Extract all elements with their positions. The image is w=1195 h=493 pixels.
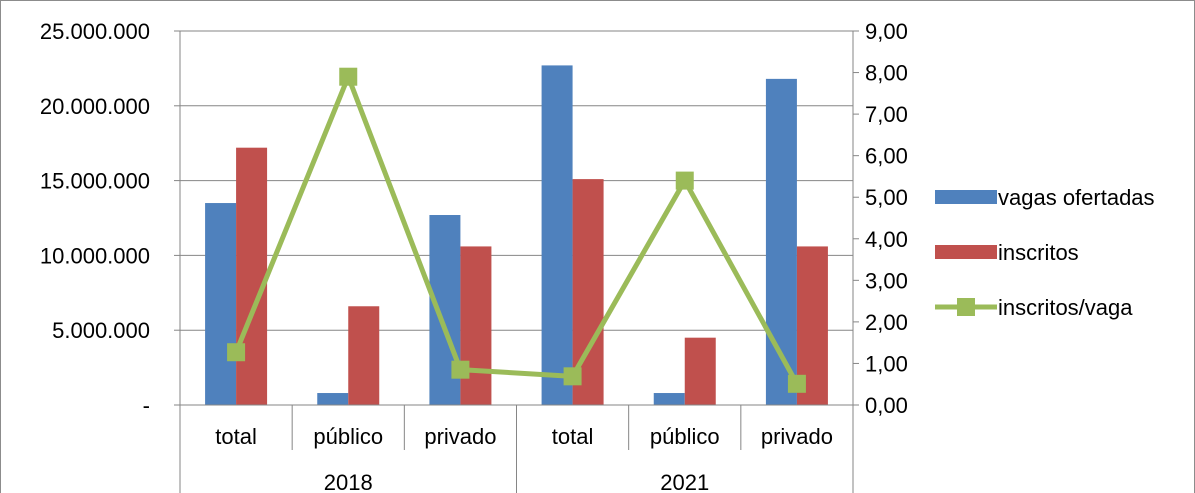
line-marker-5	[787, 374, 806, 393]
group-label: 2021	[660, 470, 709, 493]
legend-label: vagas ofertadas	[998, 185, 1155, 210]
legend-label: inscritos/vaga	[998, 295, 1133, 320]
bar-series	[205, 65, 828, 406]
gridlines	[180, 30, 853, 331]
left-tick-label: 25.000.000	[40, 19, 150, 44]
bar-vagas-ofertadas-4	[653, 393, 685, 405]
line-marker-0	[227, 343, 246, 362]
left-tick-label: -	[143, 393, 150, 418]
right-tick-label: 6,00	[865, 144, 908, 169]
left-tick-label: 5.000.000	[52, 318, 150, 343]
bar-vagas-ofertadas-0	[205, 203, 237, 405]
line-marker-1	[339, 67, 358, 86]
right-tick-label: 5,00	[865, 185, 908, 210]
left-tick-label: 10.000.000	[40, 243, 150, 268]
line-marker-2	[451, 360, 470, 379]
legend-marker	[957, 298, 975, 316]
bar-inscritos-1	[348, 306, 380, 405]
category-label: público	[650, 424, 720, 449]
right-tick-label: 9,00	[865, 19, 908, 44]
right-axis-tick-labels: 0,00 1,00 2,00 3,00 4,00 5,00 6,00 7,00 8,00 9,00	[865, 19, 908, 418]
bar-inscritos-4	[684, 337, 716, 405]
axes	[174, 30, 859, 493]
category-label: privado	[424, 424, 496, 449]
x-axis-group-labels: 2018 2021	[324, 470, 709, 493]
line-inscritos-vaga	[233, 74, 800, 386]
right-tick-label: 1,00	[865, 351, 908, 376]
right-tick-label: 7,00	[865, 102, 908, 127]
group-label: 2018	[324, 470, 373, 493]
line-series	[227, 67, 806, 393]
x-axis-category-labels: total público privado total público privado	[215, 424, 833, 449]
bar-inscritos-0	[236, 147, 268, 406]
bar-vagas-ofertadas-3	[541, 65, 573, 406]
right-tick-label: 4,00	[865, 227, 908, 252]
left-tick-label: 15.000.000	[40, 169, 150, 194]
category-label: público	[313, 424, 383, 449]
left-tick-label: 20.000.000	[40, 94, 150, 119]
bar-inscritos-2	[460, 246, 492, 405]
left-axis-tick-labels: - 5.000.000 10.000.000 15.000.000 20.000.000…	[40, 19, 150, 418]
legend-swatch	[935, 245, 997, 259]
legend-swatch	[935, 190, 997, 204]
line-marker-3	[563, 367, 582, 386]
bar-vagas-ofertadas-1	[317, 393, 349, 405]
right-tick-label: 8,00	[865, 61, 908, 86]
right-tick-label: 0,00	[865, 393, 908, 418]
right-tick-label: 3,00	[865, 268, 908, 293]
category-label: total	[552, 424, 594, 449]
category-label: privado	[761, 424, 833, 449]
line-marker-4	[675, 171, 694, 190]
legend-label: inscritos	[998, 240, 1079, 265]
right-tick-label: 2,00	[865, 310, 908, 335]
legend: vagas ofertadas inscritos inscritos/vaga	[935, 185, 1155, 320]
category-label: total	[215, 424, 257, 449]
